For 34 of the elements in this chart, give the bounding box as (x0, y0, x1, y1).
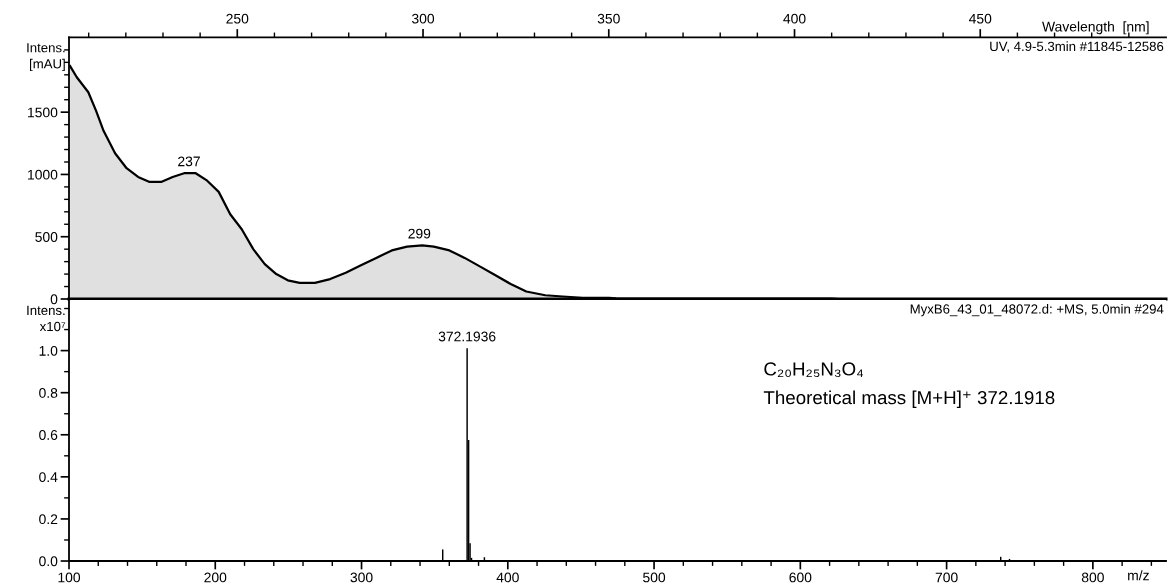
x-tick-label: 600 (789, 572, 812, 583)
y-tick-label: 0.6 (39, 430, 58, 440)
x-axis-title: Wavelength [nm] (1042, 21, 1149, 35)
x-tick-label: 500 (643, 572, 666, 583)
x-axis-title: m/z (1128, 570, 1149, 581)
annotation: UV, 4.9-5.3min #11845-12586 (990, 41, 1164, 53)
annotation: C₂₀H₂₅N₃O₄ (764, 362, 864, 378)
y-tick-label: 1500 (28, 107, 58, 118)
x-tick-label: 300 (411, 13, 435, 24)
y-axis-title: Intens. x10⁷ (27, 305, 66, 332)
y-tick-label: 0 (50, 294, 58, 305)
y-tick-label: 1.0 (39, 345, 58, 356)
y-tick-label: 0.0 (39, 556, 58, 567)
annotation: 372.1936 (438, 331, 496, 342)
x-tick-label: 200 (204, 572, 227, 583)
annotation: MyxB6_43_01_48072.d: +MS, 5.0min #294 (910, 304, 1164, 317)
annotation: 237 (178, 156, 200, 167)
x-tick-label: 300 (350, 572, 373, 583)
y-tick-label: 0.4 (39, 472, 58, 483)
x-tick-label: 700 (935, 572, 958, 583)
y-axis-title: Intens. [mAU] (27, 43, 65, 72)
annotation: Theoretical mass [M+H]⁺ 372.1918 (763, 390, 1055, 408)
x-tick-label: 100 (58, 572, 81, 583)
x-tick-label: 250 (226, 13, 249, 24)
x-tick-label: 350 (597, 13, 620, 24)
x-tick-label: 800 (1081, 572, 1104, 583)
y-tick-label: 0.2 (39, 514, 58, 525)
x-tick-label: 400 (783, 13, 806, 24)
annotation: 299 (408, 228, 431, 239)
y-tick-label: 1000 (28, 169, 58, 180)
x-tick-label: 400 (496, 572, 519, 583)
y-tick-label: 0.8 (39, 388, 58, 398)
y-tick-label: 500 (35, 232, 58, 242)
x-tick-label: 450 (968, 13, 992, 24)
